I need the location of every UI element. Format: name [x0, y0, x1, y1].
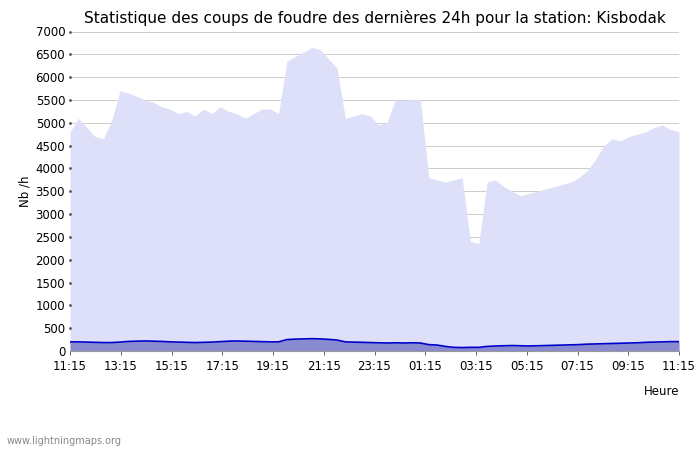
Title: Statistique des coups de foudre des dernières 24h pour la station: Kisbodak: Statistique des coups de foudre des dern… — [83, 10, 666, 26]
Text: Heure: Heure — [643, 385, 679, 398]
Y-axis label: Nb /h: Nb /h — [18, 176, 32, 207]
Text: www.lightningmaps.org: www.lightningmaps.org — [7, 436, 122, 446]
